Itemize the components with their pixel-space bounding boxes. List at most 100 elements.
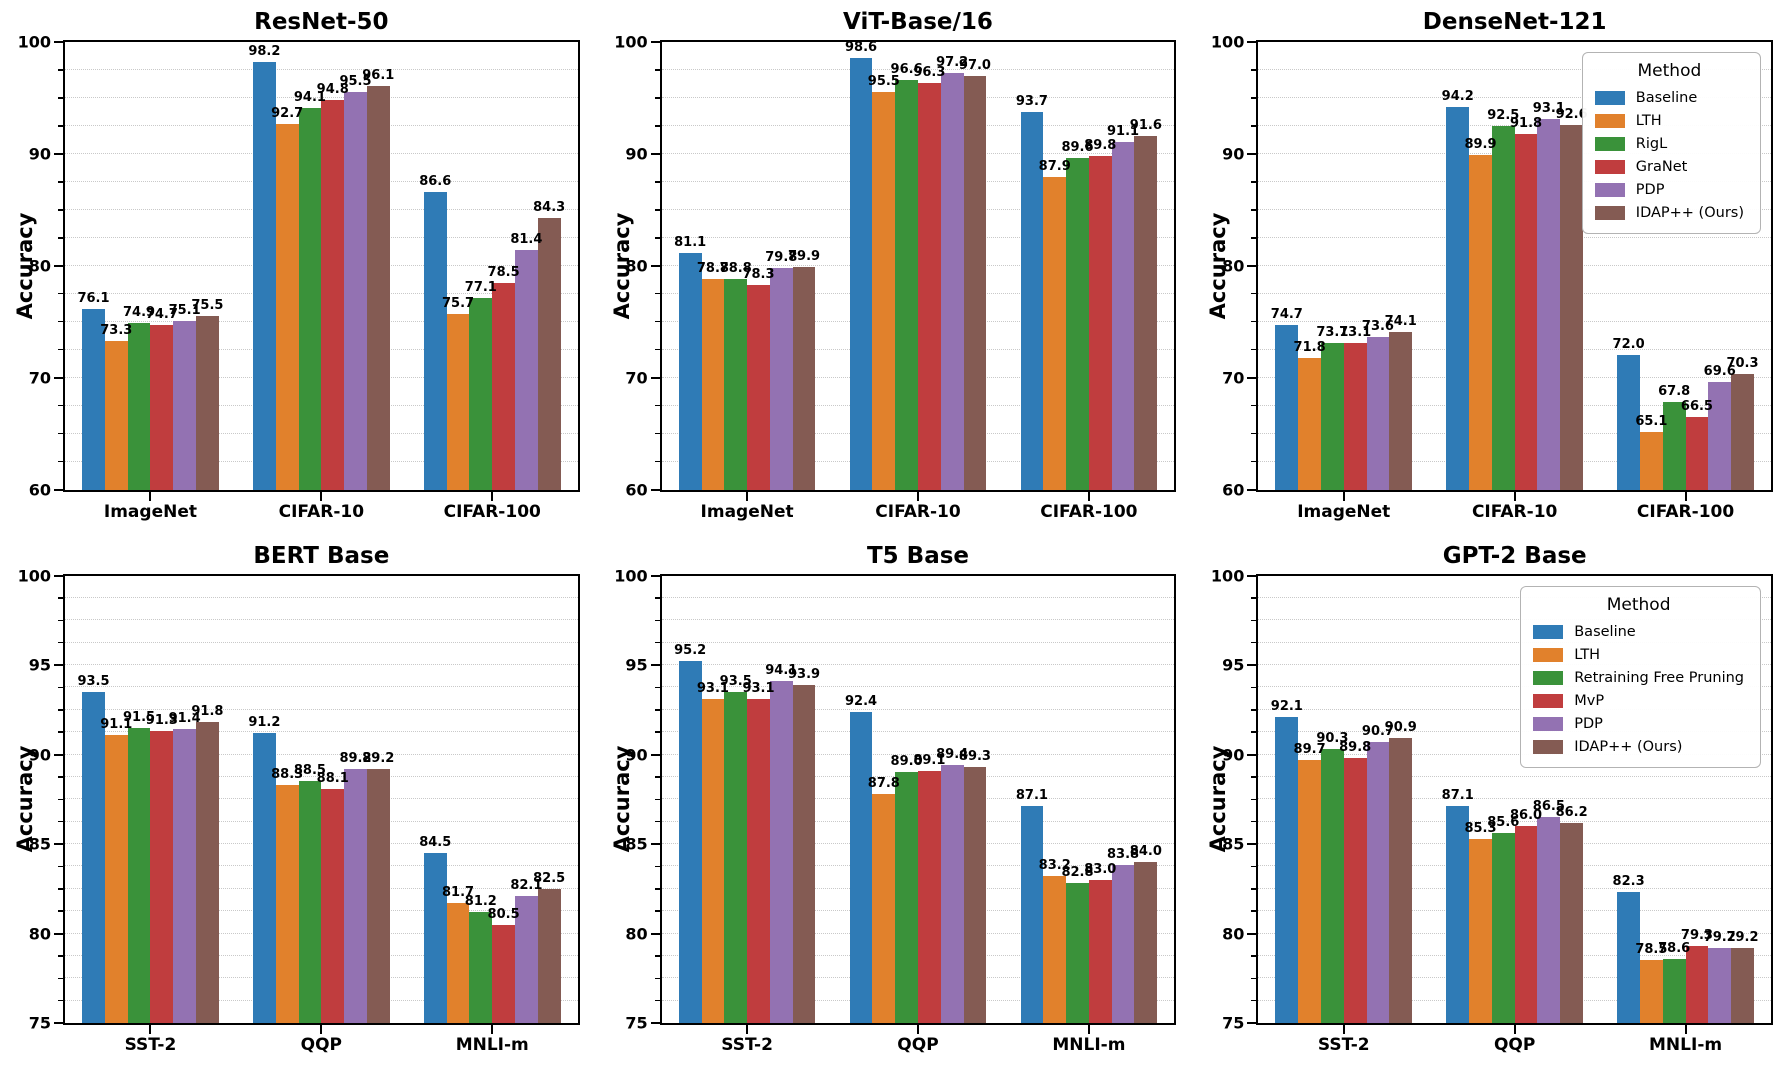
x-axis-labels: SST-2 QQP MNLI-m xyxy=(662,1035,1175,1055)
bar: 66.5 xyxy=(1681,399,1713,490)
y-tick-label: 95 xyxy=(28,655,51,675)
legend-item: Baseline xyxy=(1594,90,1744,106)
bar-value-label: 92.7 xyxy=(271,105,304,121)
y-minor-tick xyxy=(58,798,63,800)
bar: 85.3 xyxy=(1464,821,1497,1023)
bar-value-label: 79.2 xyxy=(1726,929,1759,945)
bar: 88.3 xyxy=(271,767,303,1023)
x-axis-labels: SST-2 QQP MNLI-m xyxy=(1258,1035,1771,1055)
bar: 85.6 xyxy=(1487,815,1519,1023)
y-minor-tick xyxy=(1251,999,1257,1002)
y-major-tick xyxy=(650,843,660,845)
bar: 84.0 xyxy=(1130,844,1162,1023)
y-tick-label: 100 xyxy=(614,32,648,52)
y-major-tick xyxy=(650,264,660,267)
bar: 77.1 xyxy=(465,280,497,490)
y-minor-tick xyxy=(58,709,63,711)
legend-item: IDAP++ (Ours) xyxy=(1533,739,1744,755)
x-tick-label: MNLI-m xyxy=(1649,1035,1723,1055)
bar: 91.3 xyxy=(146,713,178,1023)
y-minor-tick xyxy=(58,432,63,435)
legend-title: Method xyxy=(1637,61,1702,81)
gridline xyxy=(65,664,578,665)
y-tick-label: 95 xyxy=(625,655,648,675)
y-minor-tick xyxy=(58,292,63,295)
bar: 93.9 xyxy=(788,667,820,1023)
x-axis-labels: ImageNet CIFAR-10 CIFAR-100 xyxy=(65,502,578,522)
y-major-tick xyxy=(54,41,63,43)
bar-value-label: 81.7 xyxy=(441,885,475,901)
y-minor-tick xyxy=(654,888,660,890)
bar-group: 86.6 75.7 77.1 78.5 81.4 84.3 xyxy=(407,42,578,490)
y-tick-label: 90 xyxy=(625,745,648,764)
y-minor-tick xyxy=(654,181,660,183)
y-minor-tick xyxy=(654,69,660,71)
bar-group: 81.1 78.8 78.8 78.3 79.8 79.9 xyxy=(662,42,833,490)
legend-swatch xyxy=(1533,716,1564,731)
bar-value-label: 93.1 xyxy=(696,681,729,697)
bar-value-label: 83.0 xyxy=(1084,861,1117,877)
y-major-tick xyxy=(1247,932,1257,935)
y-major-tick xyxy=(54,376,63,379)
y-major-tick xyxy=(1247,41,1257,43)
bar-value-label: 66.5 xyxy=(1680,398,1713,414)
x-tick xyxy=(1087,1025,1090,1034)
legend-box: Method Baseline LTH Retraining Free Pruning… xyxy=(1520,585,1761,768)
bar-group: 76.1 73.3 74.9 74.7 75.1 75.5 xyxy=(65,42,236,490)
bar: 94.8 xyxy=(317,82,349,490)
y-minor-tick xyxy=(58,641,63,644)
gridline xyxy=(1258,820,1771,822)
y-minor-tick xyxy=(1251,97,1257,99)
bar: 86.5 xyxy=(1533,799,1565,1023)
bar-value-label: 87.8 xyxy=(867,775,900,791)
y-minor-tick xyxy=(58,237,63,239)
bar-value-label: 92.6 xyxy=(1555,106,1588,122)
bar: 78.8 xyxy=(697,261,729,490)
y-tick-label: 60 xyxy=(1222,480,1245,499)
y-minor-tick xyxy=(654,686,660,689)
bar: 79.3 xyxy=(1681,928,1713,1023)
bar: 73.1 xyxy=(1339,325,1371,490)
bar: 98.2 xyxy=(248,44,280,490)
y-minor-tick xyxy=(58,977,63,979)
bar-value-label: 81.1 xyxy=(674,235,707,251)
bar-value-label: 74.1 xyxy=(1384,313,1417,329)
bar: 73.3 xyxy=(100,323,132,490)
bar-value-label: 79.3 xyxy=(1680,928,1713,944)
bar: 97.2 xyxy=(936,55,968,490)
bar: 78.6 xyxy=(1658,941,1690,1023)
legend-item-label: MvP xyxy=(1574,692,1605,709)
y-minor-tick xyxy=(654,97,660,99)
bar-group: 98.2 92.7 94.1 94.8 95.5 96.1 xyxy=(236,42,407,490)
gridline xyxy=(65,708,578,710)
bar-value-label: 96.3 xyxy=(913,65,946,81)
bar: 89.9 xyxy=(1464,137,1497,490)
bar-value-label: 91.8 xyxy=(1510,115,1543,131)
gridline xyxy=(1258,96,1771,98)
x-tick xyxy=(1342,491,1345,501)
bar: 95.5 xyxy=(868,74,900,490)
legend-swatch xyxy=(1594,114,1625,128)
y-tick-label: 80 xyxy=(28,256,51,276)
bar: 82.3 xyxy=(1613,874,1645,1023)
gridline xyxy=(65,731,578,733)
x-axis-labels: SST-2 QQP MNLI-m xyxy=(65,1035,578,1055)
y-tick-label: 100 xyxy=(17,32,51,52)
legend-item: LTH xyxy=(1533,647,1744,663)
bar-value-label: 92.1 xyxy=(1270,698,1303,714)
x-tick xyxy=(746,1025,749,1034)
bar-value-label: 78.8 xyxy=(696,261,729,277)
y-minor-tick xyxy=(1251,820,1257,823)
bar: 83.2 xyxy=(1039,858,1071,1023)
bar-value-label: 93.9 xyxy=(788,666,821,682)
y-minor-tick xyxy=(1251,798,1257,800)
bar-value-label: 78.5 xyxy=(1635,942,1668,958)
gridline xyxy=(1258,664,1771,665)
bar: 89.6 xyxy=(1061,140,1094,490)
bar: 91.8 xyxy=(1510,116,1542,490)
bar-value-label: 94.1 xyxy=(293,90,326,106)
bar-value-label: 93.7 xyxy=(1015,94,1048,110)
x-tick-label: QQP xyxy=(897,1035,939,1055)
gridline xyxy=(1258,731,1771,733)
y-minor-tick xyxy=(1251,292,1257,295)
